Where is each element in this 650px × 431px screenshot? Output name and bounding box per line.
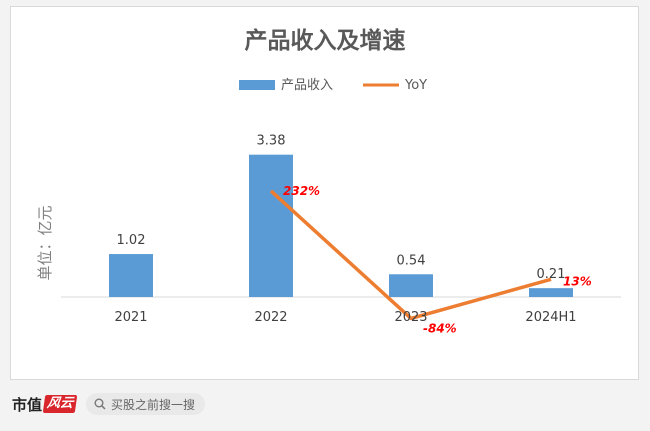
legend: 产品收入 YoY	[239, 78, 427, 93]
brand-seal: 风云	[42, 395, 78, 413]
bar-value-label-2023: 0.54	[397, 253, 426, 268]
search-icon	[94, 398, 106, 410]
bar-2021	[109, 254, 153, 297]
yoy-label-2023: -84%	[423, 321, 457, 335]
bar-value-label-2024H1: 0.21	[537, 267, 566, 282]
chart-plot: 产品收入及增速 产品收入 YoY 单位：亿元 1.02 2021 3.38 2022 0…	[36, 27, 621, 335]
footer: 市值 风云 买股之前搜一搜	[12, 392, 206, 416]
y-unit-label: 单位：亿元	[36, 205, 54, 280]
yoy-label-2022: 232%	[283, 184, 320, 198]
legend-label-bar: 产品收入	[281, 78, 333, 93]
x-tick-label-2023: 2023	[394, 310, 427, 325]
bar-2023	[389, 274, 433, 297]
bar-2022	[249, 154, 293, 297]
x-tick-label-2024H1: 2024H1	[525, 310, 576, 325]
search-text: 买股之前搜一搜	[111, 397, 196, 412]
chart-title: 产品收入及增速	[245, 27, 406, 54]
bar-value-label-2021: 1.02	[117, 233, 146, 248]
legend-label-line: YoY	[404, 78, 427, 93]
bar-value-label-2022: 3.38	[257, 134, 286, 149]
bar-2024H1	[529, 288, 573, 297]
search-box[interactable]: 买股之前搜一搜	[86, 393, 206, 415]
legend-swatch-bar	[239, 80, 275, 90]
yoy-label-2024H1: 13%	[563, 274, 592, 288]
x-tick-label-2021: 2021	[114, 310, 147, 325]
chart-frame: 产品收入及增速 产品收入 YoY 单位：亿元 1.02 2021 3.38 2022 0…	[10, 6, 639, 380]
brand-text: 市值	[12, 395, 43, 414]
x-tick-label-2022: 2022	[254, 310, 287, 325]
